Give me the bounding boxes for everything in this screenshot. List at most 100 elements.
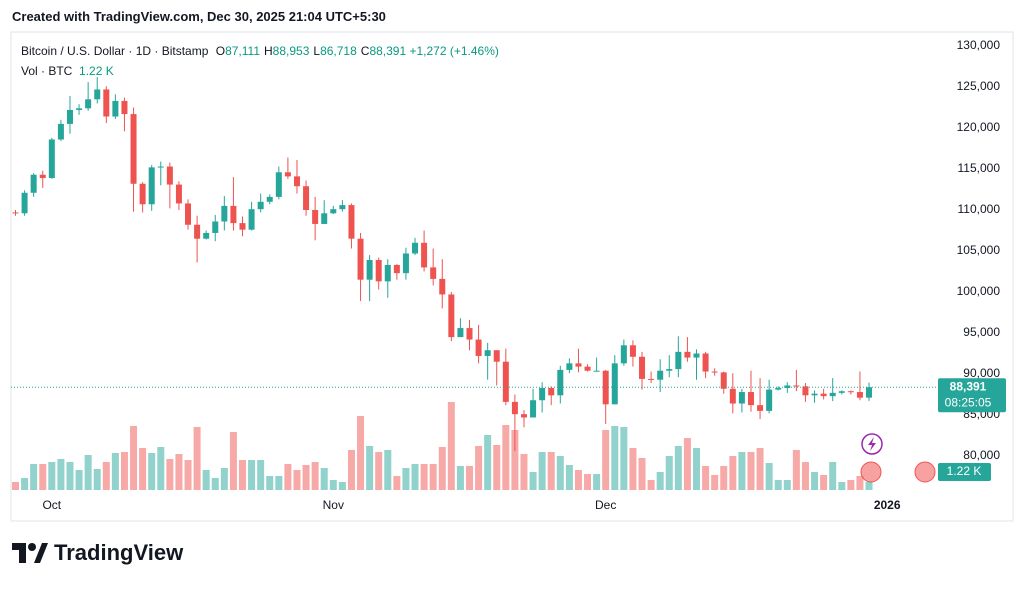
candle-body	[12, 212, 19, 214]
candle-body	[66, 109, 73, 124]
volume-bar	[656, 472, 664, 490]
candle-body	[675, 351, 682, 370]
candle-body	[194, 224, 201, 239]
y-tick-label: 125,000	[957, 79, 1001, 93]
candle-body	[393, 264, 400, 274]
volume-bar	[538, 452, 546, 490]
volume-tag	[938, 463, 991, 481]
y-tick-label: 80,000	[963, 448, 1000, 462]
candle-body	[348, 205, 355, 239]
candle-body	[175, 184, 182, 204]
candle-body	[221, 205, 228, 222]
candle-body	[584, 366, 591, 371]
candle-body	[321, 213, 328, 224]
volume-bar	[21, 478, 29, 490]
volume-bar	[384, 450, 392, 490]
volume-bar	[311, 462, 319, 490]
candle-body	[330, 209, 337, 214]
volume-bar	[829, 462, 837, 490]
x-tick-label: 2026	[874, 498, 901, 512]
ohlc-label: H	[264, 44, 273, 58]
candle-body	[784, 385, 791, 388]
brand: TradingView	[12, 540, 183, 566]
volume-bar	[747, 452, 755, 490]
candle-body	[648, 378, 655, 380]
candle-body	[838, 391, 845, 393]
candle-body	[103, 89, 110, 117]
candle-body	[611, 363, 618, 405]
volume-bar	[484, 435, 492, 490]
chart-frame	[10, 31, 1014, 522]
volume-bar	[293, 470, 301, 490]
candle-body	[684, 351, 691, 358]
volume-bar	[783, 480, 791, 490]
volume-bar	[547, 452, 555, 490]
volume-bar	[693, 448, 700, 490]
candle-body	[185, 203, 192, 225]
volume-bar	[302, 465, 310, 490]
candle-body	[502, 361, 509, 402]
volume-bar	[211, 478, 219, 490]
volume-bar	[329, 480, 337, 490]
volume-bar	[865, 481, 873, 490]
volume-bar	[12, 482, 19, 490]
candle-body	[657, 370, 664, 380]
volume-value: 1.22 K	[79, 64, 114, 78]
volume-bar	[130, 426, 138, 490]
candle-body	[820, 393, 827, 397]
volume-bar	[257, 460, 265, 490]
candle-body	[493, 350, 500, 362]
candle-body	[566, 363, 573, 370]
candle-body	[375, 260, 382, 282]
volume-bar	[638, 458, 646, 490]
candle-body	[30, 174, 37, 193]
volume-bar	[629, 448, 637, 490]
indicator-icons	[860, 433, 936, 483]
y-tick-label: 100,000	[957, 284, 1001, 298]
volume-bar	[66, 462, 74, 490]
volume-bar	[729, 456, 737, 490]
volume-bar	[756, 448, 764, 490]
ohlc-label: O	[215, 44, 226, 58]
volume-bar	[529, 472, 537, 490]
candle-body	[230, 205, 237, 224]
candle-body	[266, 196, 273, 202]
volume-bar	[683, 438, 691, 490]
candle-body	[766, 389, 773, 411]
volume-bar	[84, 455, 92, 490]
ohlc-value: 88,391	[369, 44, 407, 58]
candle-body	[402, 253, 409, 274]
volume-bar	[711, 475, 719, 490]
candle-body	[421, 242, 428, 268]
volume-bar	[584, 474, 592, 490]
volume-bar	[347, 450, 355, 490]
ohlc-value: 86,718	[320, 44, 357, 58]
volume-bar	[338, 482, 346, 490]
price-tag-text: 88,391	[950, 379, 987, 393]
volume-bar	[375, 452, 383, 490]
volume-bar	[184, 460, 192, 490]
volume-bar	[93, 469, 101, 490]
created-note: Created with TradingView.com, Dec 30, 20…	[12, 9, 386, 24]
volume-bar	[193, 427, 201, 490]
candle-body	[775, 387, 782, 390]
volume-bar	[602, 430, 610, 490]
volume-bar	[111, 453, 119, 490]
volume-bar	[366, 446, 374, 490]
candle-body	[448, 294, 455, 338]
candle-body	[530, 400, 537, 418]
candle-body	[511, 401, 518, 415]
volume-tag-text: 1.22 K	[947, 464, 982, 478]
volume-bar	[402, 468, 410, 490]
volume-bar	[611, 426, 619, 490]
candle-body	[203, 232, 210, 239]
volume-bar	[847, 480, 855, 490]
y-tick-label: 120,000	[957, 120, 1001, 134]
volume-bar	[647, 480, 655, 490]
volume-bar	[520, 454, 528, 490]
candle-body	[121, 100, 128, 115]
volume-bar	[175, 454, 183, 490]
candle-body	[94, 89, 101, 100]
ohlc-value: 87,111	[225, 44, 260, 58]
candle-body	[257, 201, 264, 210]
